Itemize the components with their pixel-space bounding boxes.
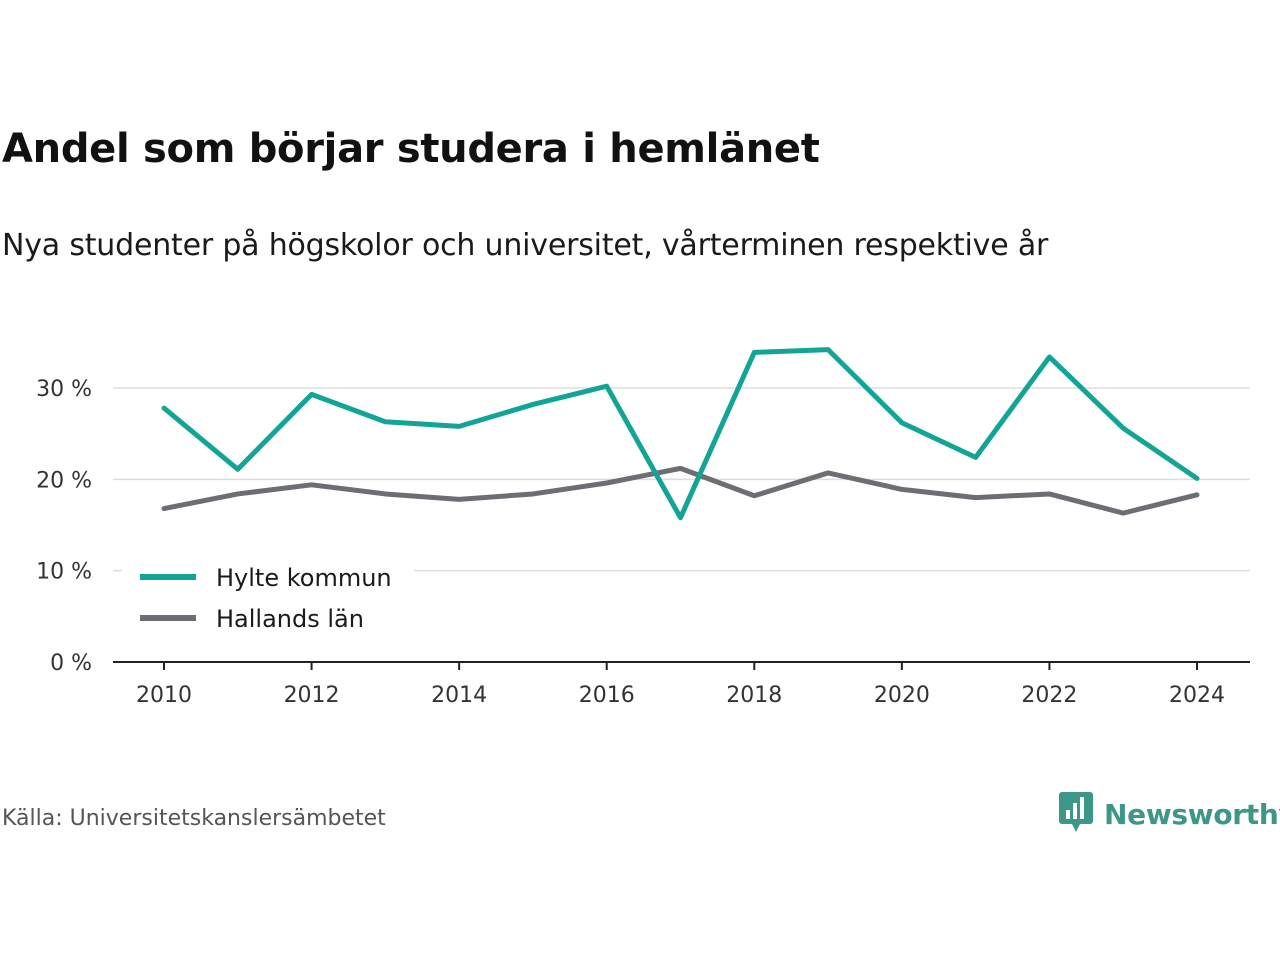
series-lines [161,347,1200,521]
brand-logo: Newsworthy [1058,792,1280,836]
newsworthy-logo-icon [1058,790,1094,838]
y-tick-label: 10 % [36,560,92,585]
legend-background [122,548,414,642]
y-axis-ticks: 0 % 10 % 20 % 30 % [36,377,92,676]
chart-title: Andel som börjar studera i hemlänet [2,126,820,172]
y-tick-label: 0 % [50,651,92,676]
x-tick-label: 2016 [579,683,635,708]
y-tick-label: 20 % [36,468,92,493]
series-line-hylte-kommun [161,347,1200,521]
x-tick-label: 2018 [726,683,782,708]
y-tick-label: 30 % [36,377,92,402]
brand-name: Newsworthy [1104,797,1280,831]
x-tick-label: 2024 [1169,683,1225,708]
x-tick-label: 2012 [284,683,340,708]
legend-label: Hylte kommun [216,564,392,592]
legend: Hylte kommun Hallands län [122,548,414,642]
x-tick-label: 2020 [874,683,930,708]
x-tick-label: 2022 [1021,683,1077,708]
x-axis: 2010 2012 2014 2016 2018 2020 2022 2024 [113,661,1250,708]
line-chart: 0 % 10 % 20 % 30 % 2010 2012 2014 2016 2018 2020… [36,347,1250,708]
x-tick-label: 2010 [136,683,192,708]
source-note: Källa: Universitetskanslersämbetet [2,806,386,831]
gridlines [113,387,1250,572]
chart-subtitle: Nya studenter på högskolor och universit… [2,228,1049,263]
series-line-hallands-län [161,465,1200,516]
legend-label: Hallands län [216,605,364,633]
x-tick-label: 2014 [431,683,487,708]
